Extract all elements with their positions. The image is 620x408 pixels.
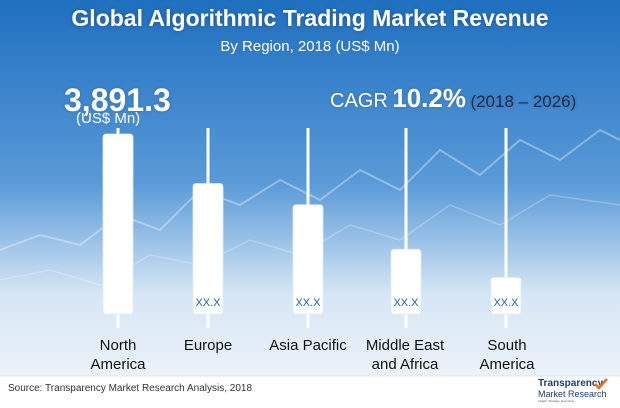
bar-north-america xyxy=(102,133,134,315)
category-label-middle-east-and-africa: Middle East and Africa xyxy=(365,337,445,373)
logo-line2: Market Research xyxy=(538,389,607,399)
data-label-middle-east-and-africa: XX.X xyxy=(393,297,419,309)
cagr-period: (2018 – 2026) xyxy=(470,92,577,111)
category-label-europe: Europe xyxy=(183,337,233,354)
cagr-value: 10.2% xyxy=(392,83,466,113)
cagr-label: CAGR xyxy=(330,90,388,112)
data-label-south-america: XX.X xyxy=(493,297,519,309)
highlight-value: 3,891.3 xyxy=(64,82,171,118)
bar-middle-east-and-africa xyxy=(390,248,422,315)
bar-europe xyxy=(192,183,224,315)
logo-line3: Insight. Strategy. Execution. xyxy=(538,399,576,403)
category-label-north-america: North America xyxy=(90,337,146,373)
chart-subtitle: By Region, 2018 (US$ Mn) xyxy=(220,38,400,55)
highlight-unit: (US$ Mn) xyxy=(76,110,141,127)
data-label-europe: XX.X xyxy=(195,297,221,309)
data-label-asia-pacific: XX.X xyxy=(295,297,321,309)
bar-asia-pacific xyxy=(292,204,324,315)
logo-check-icon xyxy=(594,378,608,390)
cagr-callout: CAGR 10.2% (2018 – 2026) xyxy=(330,83,576,114)
chart-title: Global Algorithmic Trading Market Revenu… xyxy=(71,5,549,31)
bar-group: XX.X XX.X XX.X XX.X xyxy=(102,128,522,328)
category-label-asia-pacific: Asia Pacific xyxy=(269,337,347,354)
bar-south-america xyxy=(490,277,522,315)
source-note: Source: Transparency Market Research Ana… xyxy=(8,383,253,394)
logo-line1: Transparency xyxy=(538,378,604,389)
company-logo: Transparency Market Research Insight. St… xyxy=(528,376,614,404)
category-label-south-america: South America xyxy=(479,337,535,373)
